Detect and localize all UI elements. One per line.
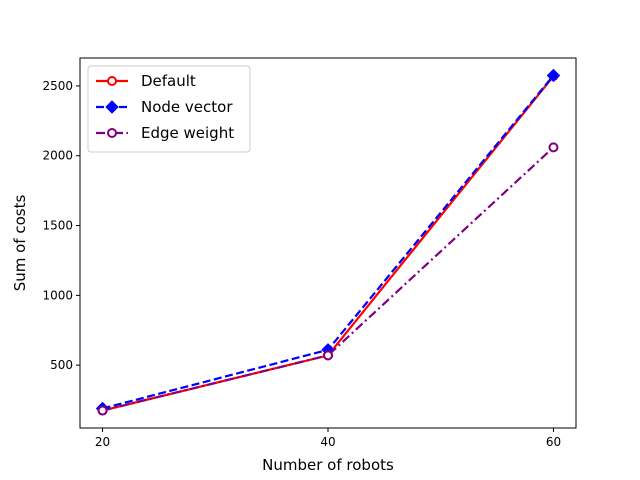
legend: Default Node vector Edge weight [87, 65, 251, 153]
legend-label-edge-weight: Edge weight [141, 124, 234, 142]
series-line-edge-weight [102, 146, 555, 412]
legend-label-default: Default [141, 72, 196, 90]
legend-item-default: Default [96, 72, 196, 90]
x-axis-label: Number of robots [262, 456, 394, 474]
y-axis-label: Sum of costs [11, 195, 29, 292]
y-tick-label: 500 [50, 358, 73, 372]
x-tick-label: 40 [320, 435, 335, 449]
y-axis: 500 1000 1500 2000 2500 [42, 79, 80, 372]
x-tick-label: 20 [95, 435, 110, 449]
legend-item-node-vector: Node vector [96, 98, 233, 116]
x-axis: 20 40 60 [95, 428, 561, 449]
y-tick-label: 1000 [42, 288, 73, 302]
data-point-edge-weight [97, 405, 108, 416]
legend-marker-edge-weight [107, 128, 117, 138]
y-tick-label: 2000 [42, 149, 73, 163]
legend-label-node-vector: Node vector [141, 98, 233, 116]
legend-item-edge-weight: Edge weight [96, 124, 234, 142]
x-tick-label: 60 [546, 435, 561, 449]
y-tick-label: 2500 [42, 79, 73, 93]
legend-marker-node-vector [105, 100, 119, 114]
data-point-edge-weight [323, 350, 333, 361]
y-tick-label: 1500 [42, 219, 73, 233]
data-point-node-vector [546, 68, 561, 83]
series-edge-weight [97, 142, 559, 416]
legend-box [87, 65, 251, 153]
series-layer [95, 68, 561, 416]
legend-marker-default [107, 76, 117, 86]
data-point-edge-weight [548, 142, 559, 153]
